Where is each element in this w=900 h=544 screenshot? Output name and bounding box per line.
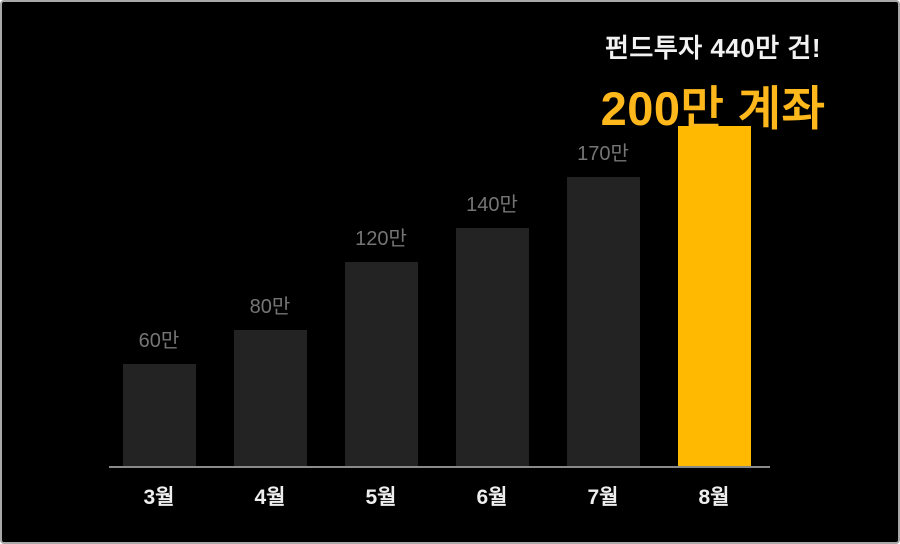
bar-value-label: 170만 (577, 143, 629, 165)
x-axis-label: 7월 (587, 486, 619, 509)
x-axis-label: 6월 (476, 486, 508, 509)
bar-value-label: 140만 (466, 194, 518, 216)
x-axis-label: 5월 (365, 486, 397, 509)
bar-value-label: 60만 (138, 330, 180, 352)
bar (566, 177, 640, 466)
bar (344, 262, 418, 466)
bar (455, 228, 529, 466)
bar (233, 330, 307, 466)
x-axis-label: 3월 (143, 486, 175, 509)
headline-subtitle: 펀드투자 440만 건! (604, 33, 821, 63)
x-axis-label: 4월 (254, 486, 286, 509)
bar (122, 364, 196, 466)
x-axis-label: 8월 (698, 486, 730, 509)
bar (677, 126, 751, 466)
headline-block: 펀드투자 440만 건! 200만 계좌 (533, 28, 893, 139)
x-axis-line (109, 466, 770, 468)
bar-value-label: 80만 (249, 296, 291, 318)
bar-value-label: 120만 (355, 228, 407, 250)
